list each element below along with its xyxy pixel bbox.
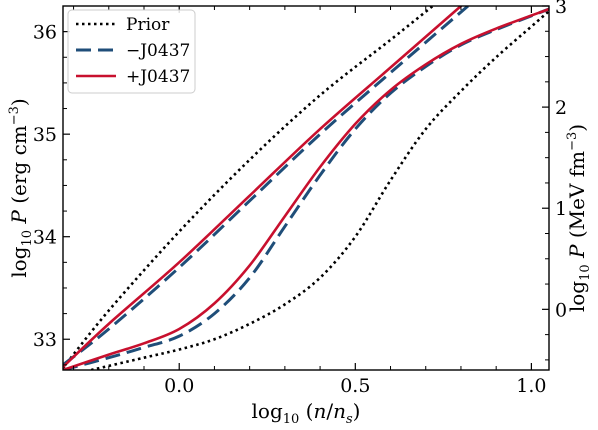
- x-axis-label: log10 (n/ns): [252, 399, 361, 427]
- y2-axis-label: log10 P (MeV fm−3): [565, 124, 593, 312]
- curves: [63, 6, 549, 370]
- y2-tick-label: 3: [555, 0, 567, 18]
- x-ticks: 0.0 0.5 1.0: [73, 6, 547, 397]
- y-axis-label: log10 P (erg cm−3): [7, 98, 35, 278]
- series-line-plus-j0437-lower: [63, 7, 549, 370]
- legend-item-minus-j0437: −J0437: [76, 41, 190, 61]
- legend-label-minus-j0437: −J0437: [126, 41, 190, 61]
- y2-ticks: 0 1 2 3: [542, 0, 567, 361]
- legend-box: [67, 9, 196, 94]
- legend-label-prior: Prior: [126, 15, 170, 35]
- x-tick-label: 0.5: [340, 375, 370, 397]
- x-tick-label: 0.0: [164, 375, 194, 397]
- y-tick-label: 34: [33, 227, 57, 249]
- series-line-prior-upper: [63, 6, 434, 369]
- legend: Prior −J0437 +J0437: [67, 9, 196, 94]
- y-tick-label: 35: [33, 124, 57, 146]
- legend-item-plus-j0437: +J0437: [76, 67, 190, 87]
- y-tick-label: 36: [33, 22, 57, 44]
- y-tick-label: 33: [33, 329, 57, 351]
- y-ticks: 33 34 35 36: [33, 5, 70, 366]
- series-line-plus-j0437-upper: [63, 6, 463, 369]
- series-line-prior-lower: [90, 10, 549, 370]
- legend-label-plus-j0437: +J0437: [126, 67, 190, 87]
- plot-frame: [62, 5, 550, 371]
- series-line-minus-j0437-upper: [63, 6, 469, 367]
- y2-tick-label: 1: [555, 198, 567, 220]
- y2-tick-label: 2: [555, 97, 567, 119]
- y2-tick-label: 0: [555, 299, 567, 321]
- legend-item-prior: Prior: [76, 15, 170, 35]
- x-tick-label: 1.0: [516, 375, 546, 397]
